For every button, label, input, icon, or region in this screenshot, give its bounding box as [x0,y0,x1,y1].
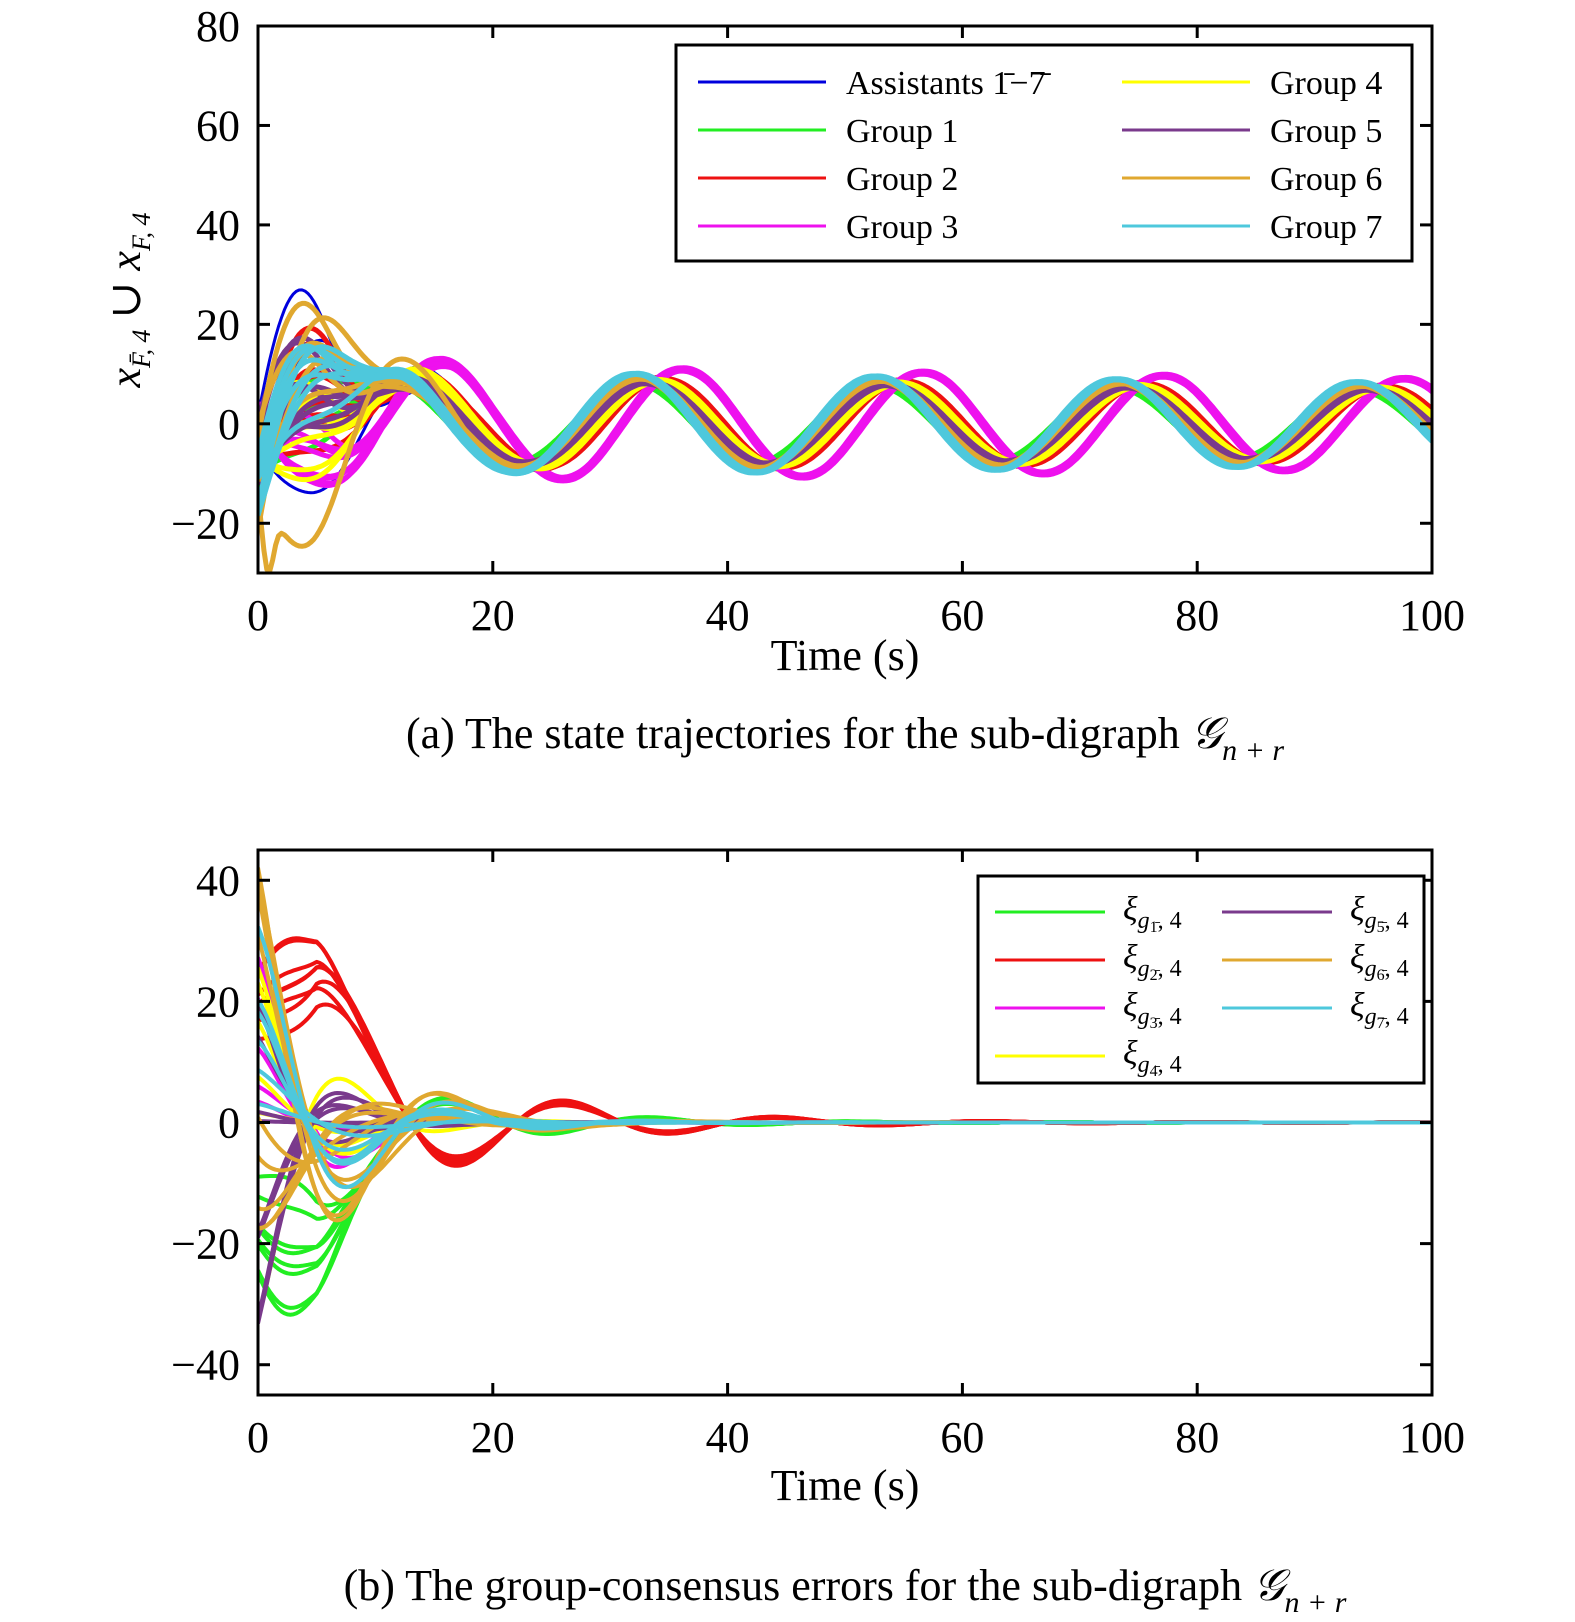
panel-a-x-tick-labels: 0 20 40 60 80 100 [247,591,1465,640]
panel-b-x-axis-label: Time (s) [771,1461,920,1510]
legend-entry-label: ξg3̄, 4 [1123,987,1182,1032]
legend-entry-label: Group 1 [846,113,958,150]
panel-a-ticks [256,24,1434,573]
x-tick-label: 100 [1399,591,1465,640]
legend-entry-label: Group 7 [1270,209,1382,246]
panel-b-ticks [256,850,1434,1395]
legend-entry-label: ξg2̄, 4 [1123,939,1182,984]
x-tick-label: 100 [1399,1413,1465,1462]
legend-entry-label: ξg4̄, 4 [1123,1035,1182,1080]
panel-a-legend: Assistants 1̄−7̄ Group 1 Group 2 Group 3 Gro… [674,43,1414,263]
legend-entry-label: Group 4 [1270,65,1382,102]
y-tick-label: −40 [171,1341,240,1390]
y-tick-label: −20 [171,1220,240,1269]
legend-entry-label: Group 6 [1270,161,1382,198]
panel-a-y-tick-labels: −20 0 20 40 60 80 [171,2,240,548]
x-tick-label: 60 [940,591,984,640]
panel-a-y-axis-label: xF̄, 4 ∪ xF, 4 [101,213,156,389]
caption-subscript: n + r [1284,1586,1346,1619]
y-tick-label: 40 [196,201,240,250]
legend-entry-label: ξg7̄, 4 [1350,987,1409,1032]
y-tick-label: 0 [218,1099,240,1148]
series-line-group-3 [258,356,1432,484]
x-tick-label: 60 [940,1413,984,1462]
legend-entry-label: ξg1̄, 4 [1123,891,1182,936]
y-tick-label: −20 [171,499,240,548]
x-tick-label: 20 [471,591,515,640]
panel-a-caption: (a) The state trajectories for the sub-d… [406,709,1284,767]
panel-a-x-axis-label: Time (s) [771,631,920,680]
x-tick-label: 40 [706,1413,750,1462]
panel-b-caption: (b) The group-consensus errors for the s… [344,1561,1347,1619]
error-line-group-1 [258,1101,1432,1317]
legend-entry-label: ξg5̄, 4 [1350,891,1409,936]
error-line-group-5 [258,1091,1432,1319]
x-tick-label: 80 [1175,1413,1219,1462]
y-tick-label: 20 [196,977,240,1026]
y-tick-label: 20 [196,300,240,349]
panel-b-curves [258,867,1432,1324]
x-tick-label: 80 [1175,591,1219,640]
y-tick-label: 0 [218,400,240,449]
x-tick-label: 40 [706,591,750,640]
series-line-group-7 [258,362,1432,517]
caption-subscript: n + r [1222,734,1284,767]
x-tick-label: 0 [247,1413,269,1462]
y-tick-label: 60 [196,101,240,150]
legend-entry-label: Assistants 1̄−7̄ [846,65,1052,102]
caption-text: (a) The state trajectories for the sub-d… [406,709,1191,758]
caption-text: (b) The group-consensus errors for the s… [344,1561,1254,1610]
panel-b: 0 20 40 60 80 100 −40 −20 0 20 40 Time (s) ξg1̄, … [171,848,1465,1619]
x-tick-label: 0 [247,591,269,640]
y-tick-label: 80 [196,2,240,51]
legend-entry-label: Group 3 [846,209,958,246]
legend-entry-label: Group 5 [1270,113,1382,150]
series-line-group-6 [258,349,1432,470]
panel-b-x-tick-labels: 0 20 40 60 80 100 [247,1413,1465,1462]
y-tick-label: 40 [196,856,240,905]
panel-a-curves [258,288,1432,573]
error-line-group-7 [258,1101,1432,1130]
y-axis-label-text: xF̄, 4 ∪ xF, 4 [101,213,156,389]
legend-entry-label: ξg6̄, 4 [1350,939,1409,984]
panel-a-axes-frame [256,24,1434,575]
legend-entry-label: Group 2 [846,161,958,198]
panel-b-y-tick-labels: −40 −20 0 20 40 [171,856,240,1389]
series-line-group-5 [258,374,1432,468]
x-tick-label: 20 [471,1413,515,1462]
